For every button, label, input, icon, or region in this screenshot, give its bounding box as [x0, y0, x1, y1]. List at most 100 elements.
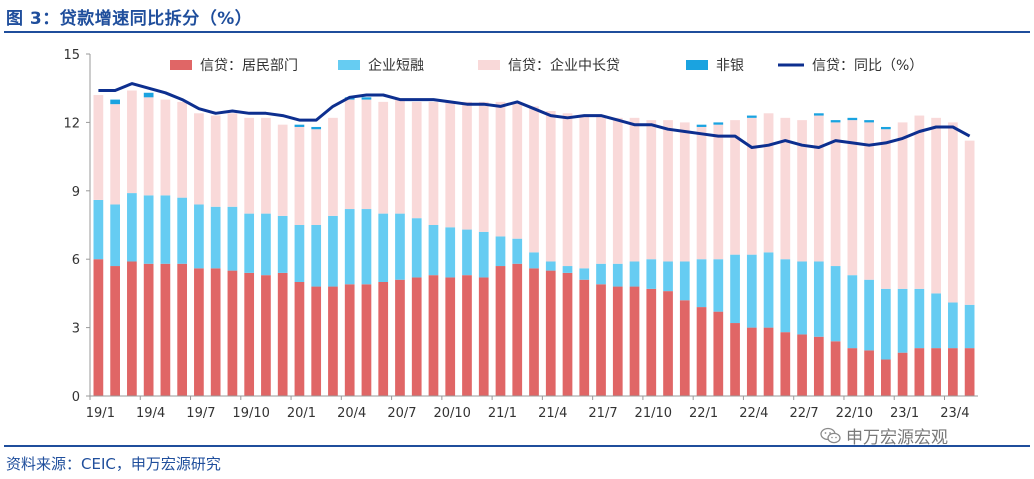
household-bar — [462, 275, 472, 396]
long-term-bar — [562, 113, 573, 267]
household-bar — [964, 348, 975, 396]
household-bar — [797, 334, 807, 396]
long-term-bar — [813, 115, 824, 262]
x-tick-label: 20/10 — [433, 406, 470, 421]
y-tick-label: 12 — [63, 116, 80, 131]
y-tick-label: 15 — [63, 48, 80, 63]
household-bar — [830, 341, 841, 396]
short-term-bar — [713, 259, 724, 312]
x-tick-label: 22/4 — [739, 406, 768, 421]
y-tick-label: 3 — [72, 322, 80, 337]
long-term-bar — [545, 111, 556, 262]
short-term-bar — [378, 213, 389, 282]
household-bar — [445, 277, 456, 396]
short-term-bar — [344, 209, 355, 285]
short-term-bar — [445, 227, 456, 278]
short-term-bar — [780, 259, 791, 333]
short-term-bar — [428, 225, 439, 276]
long-term-bar — [830, 122, 841, 267]
household-bar — [880, 359, 891, 396]
household-bar — [428, 275, 439, 396]
short-term-bar — [931, 293, 941, 349]
long-term-bar — [780, 117, 791, 260]
household-bar — [948, 348, 958, 396]
x-tick-label: 19/7 — [186, 406, 215, 421]
short-term-bar — [495, 236, 506, 267]
short-term-bar — [864, 279, 874, 351]
long-term-bar — [696, 126, 707, 260]
x-tick-label: 22/1 — [689, 406, 718, 421]
long-term-bar — [244, 117, 255, 214]
household-bar — [512, 263, 523, 396]
nonbank-bar — [813, 113, 824, 116]
y-tick-label: 0 — [72, 390, 80, 405]
short-term-bar — [797, 261, 807, 335]
x-tick-label: 21/7 — [588, 406, 617, 421]
long-term-bar — [311, 129, 322, 225]
legend-label: 企业短融 — [368, 57, 424, 74]
household-bar — [395, 279, 405, 396]
short-term-bar — [311, 225, 322, 287]
legend-swatch — [686, 60, 708, 70]
nonbank-bar — [311, 126, 322, 130]
short-term-bar — [830, 266, 841, 342]
long-term-bar — [462, 101, 472, 230]
y-axis: 0 3 6 9 12 15 — [63, 48, 91, 405]
nonbank-bar — [294, 124, 305, 127]
x-axis: 19/1 19/4 19/7 19/10 20/1 20/4 20/7 20/10 21/1 21… — [86, 395, 978, 421]
household-bar — [864, 350, 874, 396]
household-bar — [328, 286, 338, 396]
legend-label: 信贷：企业中长贷 — [508, 57, 620, 74]
short-term-bar — [277, 215, 288, 273]
long-term-bar — [847, 120, 858, 276]
short-term-bar — [914, 288, 925, 349]
short-term-bar — [411, 218, 422, 278]
y-tick-label: 9 — [72, 185, 80, 200]
long-term-bar — [160, 99, 171, 196]
long-term-bar — [914, 115, 925, 289]
household-bar — [746, 327, 757, 396]
short-term-bar — [897, 288, 908, 353]
short-term-bar — [294, 225, 305, 282]
short-term-bar — [612, 263, 623, 287]
x-tick-label: 22/10 — [836, 406, 873, 421]
long-term-bar — [395, 99, 405, 214]
household-bar — [177, 263, 188, 396]
short-term-bar — [512, 238, 523, 264]
x-tick-label: 23/1 — [890, 406, 919, 421]
long-term-bar — [478, 101, 489, 232]
short-term-bar — [964, 304, 975, 349]
long-term-bar — [177, 101, 188, 198]
long-term-bar — [495, 101, 506, 237]
short-term-bar — [110, 204, 120, 267]
long-term-bar — [428, 101, 439, 225]
household-bar — [143, 263, 154, 396]
short-term-bar — [361, 209, 372, 285]
nonbank-bar — [746, 115, 757, 118]
long-term-bar — [931, 117, 941, 294]
household-bar — [713, 311, 724, 396]
long-term-bar — [361, 99, 372, 210]
legend-label: 信贷：居民部门 — [200, 58, 298, 74]
long-term-bar — [93, 95, 104, 200]
long-term-bar — [948, 122, 958, 303]
long-term-bar — [864, 122, 874, 280]
long-term-bar — [797, 120, 807, 262]
title-rule — [4, 31, 1030, 33]
short-term-bar — [210, 206, 221, 269]
short-term-bar — [696, 259, 707, 308]
x-tick-label: 20/4 — [337, 406, 366, 421]
household-bar — [663, 291, 673, 396]
short-term-bar — [948, 302, 958, 349]
household-bar — [244, 272, 255, 396]
long-term-bar — [344, 99, 355, 210]
household-bar — [646, 288, 657, 396]
household-bar — [629, 286, 640, 396]
short-term-bar — [529, 252, 539, 269]
household-bar — [478, 277, 489, 396]
short-term-bar — [663, 261, 673, 292]
x-tick-label: 19/10 — [232, 406, 269, 421]
long-term-bar — [897, 122, 908, 289]
household-bar — [277, 272, 288, 396]
household-bar — [730, 323, 740, 396]
